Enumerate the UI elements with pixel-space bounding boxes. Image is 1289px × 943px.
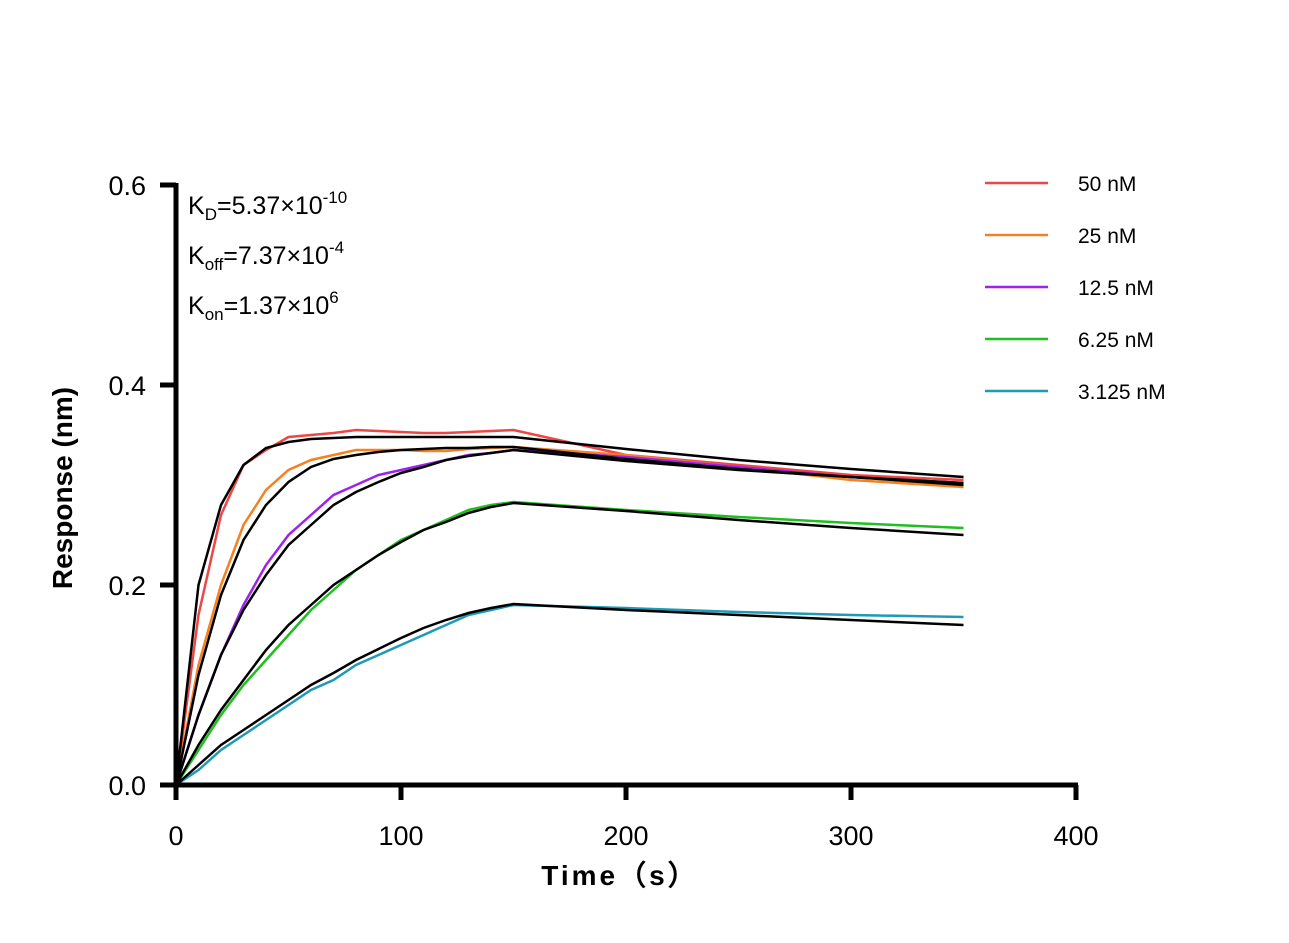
y-axis-label: Response (nm) xyxy=(47,387,78,589)
fit-line-2 xyxy=(174,448,964,786)
kinetic-constant-annotation: Kon=1.37×106 xyxy=(188,288,339,325)
fit-line-0 xyxy=(174,435,964,786)
fit-line-3 xyxy=(174,501,964,786)
constant-exponent: -10 xyxy=(322,188,348,207)
fit-line-1 xyxy=(174,445,964,786)
constant-symbol: K xyxy=(188,292,205,320)
y-tick-label: 0.4 xyxy=(108,371,146,401)
x-tick-label: 100 xyxy=(378,821,423,851)
legend-label: 25 nM xyxy=(1078,225,1136,248)
constant-subscript: D xyxy=(204,205,217,224)
constant-value: =7.37×10 xyxy=(223,242,329,270)
constant-subscript: on xyxy=(204,305,224,324)
constant-exponent: -4 xyxy=(328,238,345,257)
constant-subscript: off xyxy=(204,255,224,274)
constant-symbol: K xyxy=(188,192,205,220)
constant-exponent: 6 xyxy=(329,288,339,307)
legend-label: 6.25 nM xyxy=(1078,329,1154,352)
y-tick-label: 0.2 xyxy=(108,571,146,601)
x-tick-label: 300 xyxy=(828,821,873,851)
series-line-4 xyxy=(175,603,964,787)
kinetic-constant-annotation: Koff=7.37×10-4 xyxy=(188,238,344,275)
constant-value: =5.37×10 xyxy=(216,192,323,220)
kinetic-constant-annotation: KD=5.37×10-10 xyxy=(188,188,347,225)
y-tick-label: 0.6 xyxy=(108,171,146,201)
constant-value: =1.37×10 xyxy=(223,292,330,320)
constant-symbol: K xyxy=(188,242,205,270)
x-tick-label: 200 xyxy=(603,821,648,851)
series-line-3 xyxy=(174,500,964,786)
legend-label: 50 nM xyxy=(1078,173,1136,196)
legend-label: 12.5 nM xyxy=(1078,277,1154,300)
legend-label: 3.125 nM xyxy=(1078,381,1166,404)
fit-line-4 xyxy=(175,602,964,786)
x-tick-label: 0 xyxy=(168,821,183,851)
x-axis-label: Time（s） xyxy=(541,859,698,891)
x-tick-label: 400 xyxy=(1053,821,1098,851)
series-line-2 xyxy=(174,448,964,786)
y-tick-label: 0.0 xyxy=(108,771,146,801)
